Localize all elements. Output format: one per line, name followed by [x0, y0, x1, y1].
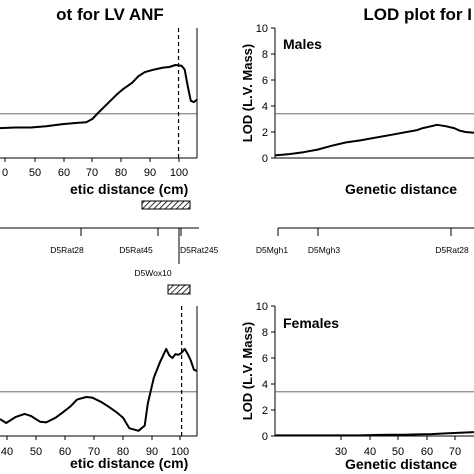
top-confidence-interval-bar — [141, 200, 191, 210]
top-left-lod-plot: 0 50 60 70 80 90 100 etic distance (cm) — [0, 28, 198, 197]
y-axis-label: LOD (L.V. Mass) — [240, 322, 255, 420]
x-tick-label: 0 — [2, 167, 8, 179]
x-tick-label: 80 — [117, 446, 129, 458]
x-tick-label: 100 — [171, 446, 189, 458]
y-tick-label: 8 — [262, 49, 268, 61]
y-tick-label: 4 — [262, 379, 268, 391]
x-tick-label: 90 — [144, 167, 156, 179]
x-tick-label: 40 — [364, 446, 376, 458]
x-tick-label: 40 — [1, 446, 13, 458]
marker-label: D5Rat45 — [119, 245, 153, 255]
y-tick-label: 10 — [256, 301, 268, 313]
y-tick-label: 6 — [262, 75, 268, 87]
right-marker-map: D5Mgh1 D5Mgh3 D5Rat28 — [256, 227, 474, 255]
y-tick-label: 2 — [262, 127, 268, 139]
marker-label: D5Mgh1 — [256, 245, 288, 255]
marker-label: D5Wox10 — [134, 268, 171, 278]
y-tick-label: 6 — [262, 353, 268, 365]
panel-label: Females — [283, 315, 339, 331]
x-tick-label: 100 — [170, 167, 188, 179]
marker-label: D5Rat28 — [435, 245, 469, 255]
lod-curve — [275, 431, 474, 437]
x-tick-label: 80 — [115, 167, 127, 179]
y-tick-label: 0 — [262, 153, 268, 165]
x-tick-label: 60 — [421, 446, 433, 458]
x-tick-label: 50 — [29, 167, 41, 179]
marker-label: D5Rat245 — [180, 245, 219, 255]
x-axis-label: Genetic distance — [345, 181, 457, 197]
marker-label: D5Mgh3 — [308, 245, 340, 255]
top-left-title: ot for LV ANF — [56, 5, 164, 24]
x-tick-label: 70 — [86, 167, 98, 179]
left-marker-map: D5Rat28 D5Rat45 D5Rat245 D5Wox10 — [0, 227, 219, 278]
x-tick-label: 50 — [30, 446, 42, 458]
x-axis-label: etic distance (cm) — [70, 181, 188, 197]
x-tick-label: 70 — [88, 446, 100, 458]
y-tick-label: 8 — [262, 327, 268, 339]
x-axis-label: Genetic distance — [345, 456, 457, 472]
x-tick-label: 70 — [449, 446, 461, 458]
y-axis-label: LOD (L.V. Mass) — [240, 44, 255, 142]
bottom-confidence-interval-bar — [167, 284, 191, 295]
y-tick-label: 2 — [262, 405, 268, 417]
x-tick-label: 50 — [392, 446, 404, 458]
x-axis-label: etic distance (cm) — [70, 455, 188, 471]
x-tick-label: 90 — [146, 446, 158, 458]
y-tick-label: 0 — [262, 431, 268, 443]
x-tick-label: 60 — [58, 167, 70, 179]
y-tick-label: 10 — [256, 23, 268, 35]
x-tick-label: 30 — [335, 446, 347, 458]
marker-label: D5Rat28 — [50, 245, 84, 255]
y-tick-label: 4 — [262, 101, 268, 113]
lod-curve — [0, 64, 198, 130]
lod-curve — [274, 123, 474, 157]
lod-curve — [0, 347, 198, 432]
top-right-title: LOD plot for I — [363, 5, 472, 24]
panel-label: Males — [283, 36, 322, 52]
x-tick-label: 60 — [59, 446, 71, 458]
